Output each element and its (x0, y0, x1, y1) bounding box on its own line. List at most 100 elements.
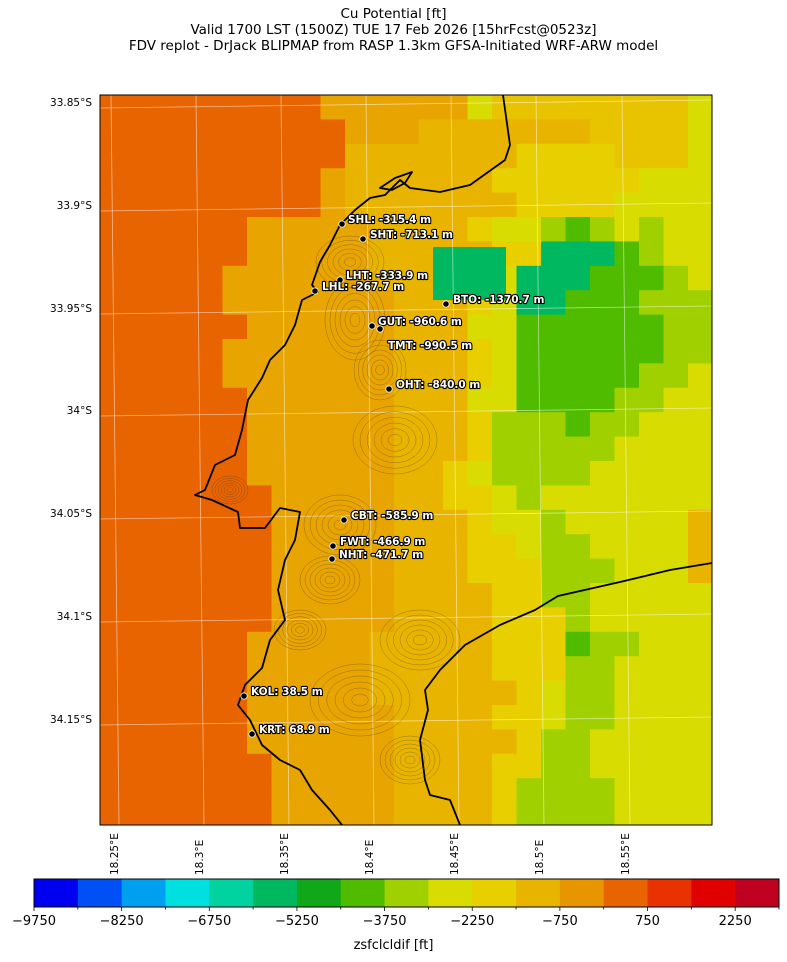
grid-cell (124, 436, 150, 462)
grid-cell (688, 95, 712, 120)
grid-cell (173, 363, 199, 389)
grid-cell (345, 387, 371, 413)
grid-cell (688, 534, 712, 560)
grid-cell (418, 143, 444, 169)
grid-cell (565, 387, 591, 413)
grid-cell (247, 583, 273, 608)
grid-cell (149, 778, 175, 804)
grid-cell (492, 778, 518, 804)
grid-cell (124, 217, 150, 242)
grid-cell (247, 192, 273, 218)
grid-cell (688, 680, 712, 706)
grid-cell (271, 461, 297, 486)
grid-cell (247, 387, 273, 413)
colorbar-frame (33, 878, 780, 908)
grid-cell (663, 339, 689, 364)
grid-cell (198, 778, 224, 804)
grid-cell (149, 753, 175, 779)
grid-cell (688, 729, 712, 755)
grid-cell (467, 95, 493, 120)
grid-cell (614, 753, 640, 779)
grid-cell (124, 778, 150, 804)
grid-cell (663, 95, 689, 120)
contour-line (406, 629, 434, 651)
grid-cell (247, 534, 273, 560)
station-label-krt: KRT: 68.9 m (259, 724, 330, 736)
grid-cell (614, 290, 640, 316)
grid-cell (467, 705, 493, 730)
grid-cell (590, 436, 616, 462)
station-dot-sht (359, 235, 367, 243)
grid-cell (100, 485, 126, 511)
grid-cell (492, 558, 518, 584)
grid-cell (565, 778, 591, 804)
grid-cell (516, 558, 542, 584)
grid-cell (100, 363, 126, 389)
grid-cell (467, 314, 493, 340)
contour-line (327, 244, 373, 280)
grid-cell (492, 656, 518, 682)
grid-cell (222, 217, 248, 242)
grid-cell (418, 778, 444, 804)
grid-cell (565, 168, 591, 194)
grid-cell (639, 143, 665, 169)
map-area (100, 95, 712, 825)
grid-cell (222, 705, 248, 730)
grid-cell (541, 168, 567, 194)
colorbar-swatch (77, 879, 123, 907)
title-line-2: Valid 1700 LST (1500Z) TUE 17 Feb 2026 [… (190, 22, 597, 38)
coastline-segment (194, 95, 511, 825)
grid-cell (394, 753, 420, 779)
grid-cell (247, 680, 273, 706)
grid-cell (516, 778, 542, 804)
colorbar-swatch (559, 879, 605, 907)
grid-cell (198, 436, 224, 462)
grid-cell (369, 656, 395, 682)
grid-cell (100, 119, 126, 145)
grid-cell (149, 558, 175, 584)
grid-cell (124, 241, 150, 267)
grid-cell (590, 729, 616, 755)
grid-cell (418, 119, 444, 145)
grid-cell (271, 265, 297, 291)
grid-cell (565, 656, 591, 682)
grid-cell (639, 753, 665, 779)
grid-cell (247, 314, 273, 340)
grid-cell (663, 314, 689, 340)
grid-cell (590, 241, 616, 267)
grid-cell (271, 778, 297, 804)
grid-cell (541, 558, 567, 584)
grid-cell (394, 339, 420, 364)
grid-cell (639, 778, 665, 804)
grid-cell (565, 290, 591, 316)
grid-cell (639, 656, 665, 682)
contour-line (404, 755, 416, 765)
grid-cell (149, 461, 175, 486)
grid-cell (394, 241, 420, 267)
grid-cell (124, 290, 150, 316)
grid-cell (663, 802, 689, 825)
grid-cell (394, 583, 420, 608)
grid-cell (124, 265, 150, 291)
grid-cell (198, 241, 224, 267)
colorbar-swatch (647, 879, 692, 907)
grid-cell (345, 241, 371, 267)
grid-cell (198, 119, 224, 145)
contour-line (359, 411, 431, 469)
grid-cell (516, 802, 542, 825)
station-label-fwt: FWT: -466.9 m (340, 536, 425, 548)
grid-cell (271, 680, 297, 706)
contour-line (315, 235, 385, 289)
grid-cell (247, 461, 273, 486)
grid-cell (149, 705, 175, 730)
grid-cell (688, 778, 712, 804)
grid-cell (492, 412, 518, 438)
contour-line (349, 313, 361, 327)
grid-cell (149, 656, 175, 682)
grid-cell (271, 705, 297, 730)
grid-cell (149, 631, 175, 657)
grid-cell (124, 729, 150, 755)
grid-cell (541, 436, 567, 462)
station-dot-lhl (311, 287, 319, 295)
grid-cell (173, 168, 199, 194)
